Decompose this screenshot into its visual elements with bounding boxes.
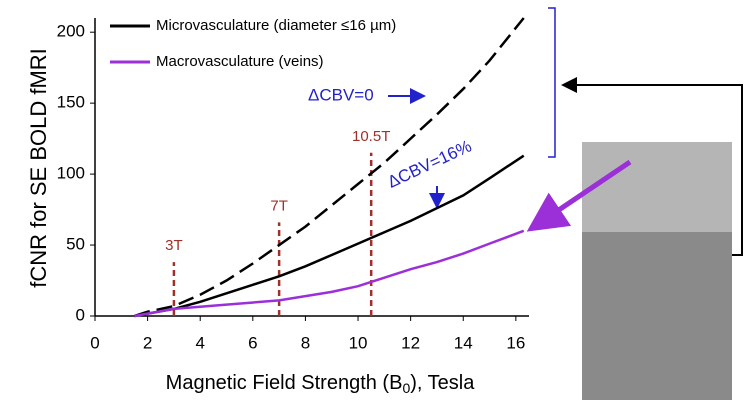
y-tick-label: 200 bbox=[57, 22, 85, 41]
series-line bbox=[134, 154, 525, 318]
x-label-sub: 0 bbox=[402, 380, 410, 396]
macro-arrow bbox=[526, 159, 632, 232]
y-axis-label: fCNR for SE BOLD fMRI bbox=[26, 48, 51, 288]
legend-label: Microvasculature (diameter ≤16 µm) bbox=[156, 17, 396, 34]
y-tick-label: 50 bbox=[66, 235, 85, 254]
x-tick-label: 0 bbox=[90, 333, 99, 352]
annotation: ΔCBV=0 bbox=[308, 85, 374, 104]
x-axis-label: Magnetic Field Strength (B0), Tesla bbox=[166, 372, 476, 395]
field-marker-label: 7T bbox=[270, 197, 288, 214]
micrograph-top bbox=[582, 142, 732, 232]
x-tick-label: 8 bbox=[301, 333, 310, 352]
series-line bbox=[134, 17, 525, 318]
field-marker-label: 10.5T bbox=[352, 128, 390, 145]
x-label-part: ), Tesla bbox=[410, 372, 475, 394]
y-tick-label: 150 bbox=[57, 93, 85, 112]
link-arrow bbox=[561, 77, 743, 256]
legend-label: Macrovasculature (veins) bbox=[156, 53, 324, 70]
x-tick-label: 14 bbox=[454, 333, 473, 352]
x-tick-label: 6 bbox=[248, 333, 257, 352]
x-tick-label: 10 bbox=[349, 333, 368, 352]
annotation: ΔCBV=16% bbox=[385, 136, 475, 191]
bracket bbox=[548, 7, 556, 158]
series-line bbox=[134, 229, 525, 318]
y-tick-label: 100 bbox=[57, 164, 85, 183]
x-tick-label: 4 bbox=[195, 333, 204, 352]
x-label-part: Magnetic Field Strength (B bbox=[166, 372, 403, 394]
x-tick-label: 12 bbox=[401, 333, 420, 352]
x-tick-label: 16 bbox=[506, 333, 525, 352]
y-tick-label: 0 bbox=[76, 305, 85, 324]
field-marker-label: 3T bbox=[165, 237, 183, 254]
x-tick-label: 2 bbox=[143, 333, 152, 352]
